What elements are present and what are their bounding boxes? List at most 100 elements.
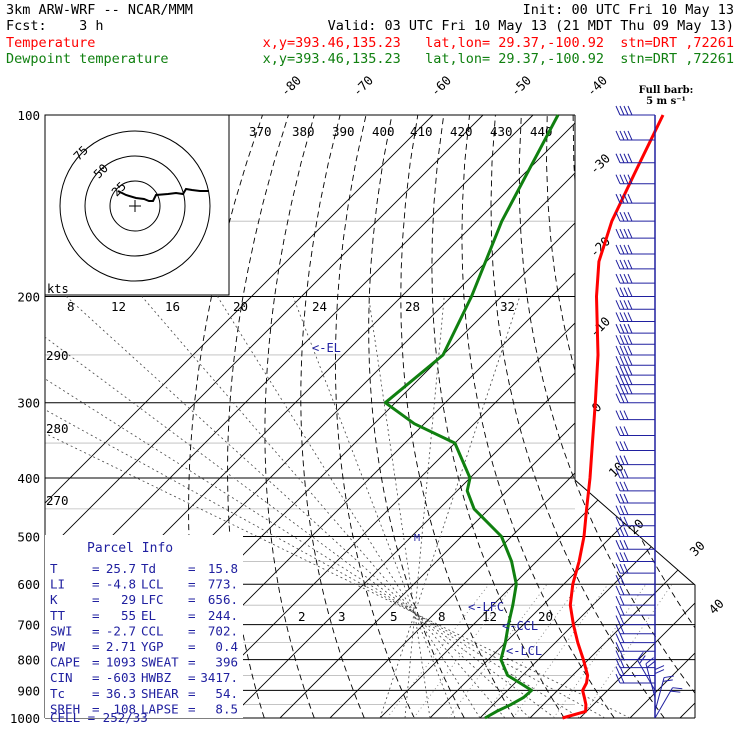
parcel-value: 55 — [121, 608, 136, 623]
barb-flag — [615, 300, 621, 310]
barb-flag — [615, 455, 621, 465]
ccl-marker: <-CCL — [502, 619, 538, 633]
barb-flag — [639, 655, 646, 664]
parcel-key: LFC — [141, 592, 164, 607]
moist-adiabat — [141, 296, 506, 718]
wind-barb — [615, 426, 655, 436]
isotherm-line — [679, 115, 695, 718]
barb-flag — [615, 335, 621, 345]
mixing-ratio-upper-label: 16 — [165, 299, 180, 314]
barb-flag — [615, 505, 621, 515]
dewpoint-profile — [383, 114, 560, 720]
barb-flag — [623, 356, 629, 366]
parcel-value: 15.8 — [208, 561, 238, 576]
isotherm-label--10: -10 — [587, 314, 614, 341]
parcel-key: LAPSE — [141, 701, 179, 716]
barb-flag — [627, 375, 633, 385]
barb-flag — [619, 193, 625, 204]
parcel-value: 656. — [208, 592, 238, 607]
barb-flag — [623, 493, 629, 504]
isotherm-label-20: 20 — [626, 516, 647, 537]
parcel-value: 54. — [215, 686, 238, 701]
parcel-key: LI — [50, 577, 65, 592]
temperature-legend: Temperature — [6, 35, 95, 51]
barb-flag — [619, 426, 625, 436]
parcel-key: LCL — [141, 577, 164, 592]
wind-barb — [615, 345, 655, 356]
parcel-key: PW — [50, 639, 66, 654]
barb-flag — [623, 312, 629, 322]
barb-flag — [627, 211, 633, 222]
parcel-eq: = — [188, 561, 196, 576]
barb-flag — [615, 273, 621, 284]
barb-flag — [619, 287, 625, 297]
barb-flag — [615, 540, 621, 550]
barb-flag — [619, 393, 625, 403]
parcel-cell: CELL = 252/33 — [50, 710, 148, 725]
barb-legend-line2: 5 m s⁻¹ — [646, 96, 686, 107]
barb-flag — [623, 441, 629, 451]
barb-flag — [615, 615, 621, 625]
barb-flag — [623, 335, 629, 345]
barb-flag — [623, 426, 629, 436]
barb-flag — [627, 244, 633, 255]
mixing-ratio-line — [413, 583, 515, 718]
wind-barbs — [615, 105, 683, 719]
barb-flag — [615, 105, 621, 116]
parcel-value: 702. — [208, 623, 238, 638]
moist-adiabat — [292, 296, 456, 718]
barb-staff — [645, 663, 656, 698]
wind-barb — [615, 105, 655, 116]
barb-staff — [654, 677, 665, 712]
theta-e-label: 380 — [292, 124, 315, 139]
barb-flag — [619, 552, 625, 562]
barb-flag — [627, 300, 633, 310]
wind-barb — [615, 287, 655, 298]
pressure-label-400: 400 — [17, 471, 40, 486]
wind-barb — [615, 228, 655, 239]
barb-flag — [615, 481, 621, 492]
barb-flag — [615, 493, 621, 504]
theta-e-label: 420 — [450, 124, 473, 139]
barb-flag — [627, 105, 633, 116]
wind-barb — [615, 174, 655, 185]
wind-barb — [615, 365, 655, 376]
barb-flag — [623, 105, 629, 116]
barb-flag — [627, 356, 633, 366]
barb-flag — [619, 615, 625, 625]
barb-flag — [615, 287, 621, 297]
hodo-ring-50 — [84, 155, 186, 257]
right-frame — [574, 115, 696, 718]
parcel-eq: = — [188, 701, 196, 716]
parcel-eq: = — [92, 561, 100, 576]
forecast-hour: Fcst: 3 h — [6, 18, 104, 34]
isotherm-label--80: -80 — [278, 73, 305, 100]
barb-flag — [672, 687, 683, 690]
parcel-key: YGP — [141, 639, 164, 654]
parcel-box — [45, 535, 243, 718]
wind-barb — [615, 130, 655, 141]
pressure-label-900: 900 — [17, 683, 40, 698]
dry-adiabat — [334, 115, 415, 718]
barb-flag — [627, 287, 633, 297]
barb-flag — [619, 323, 625, 334]
barb-flag — [615, 375, 621, 385]
barb-flag — [623, 365, 629, 376]
isotherm-line — [179, 115, 695, 718]
parcel-key: T — [50, 561, 58, 576]
hodograph-trace — [117, 187, 209, 202]
isotherm-line — [579, 115, 695, 718]
parcel-value: 773. — [208, 577, 238, 592]
barb-legend-line1: Full barb: — [639, 85, 694, 96]
barb-flag — [619, 174, 625, 184]
pressure-label-200: 200 — [17, 290, 40, 305]
wind-barb — [615, 410, 655, 421]
theta-e-label: 390 — [332, 124, 355, 139]
hodograph-inset: 75 50 25 kts — [44, 114, 230, 296]
parcel-key: K — [50, 592, 58, 607]
lcl-marker: <-LCL — [506, 644, 542, 658]
barb-flag — [615, 193, 621, 204]
dry-adiabat — [300, 115, 365, 718]
barb-flag — [615, 259, 621, 270]
